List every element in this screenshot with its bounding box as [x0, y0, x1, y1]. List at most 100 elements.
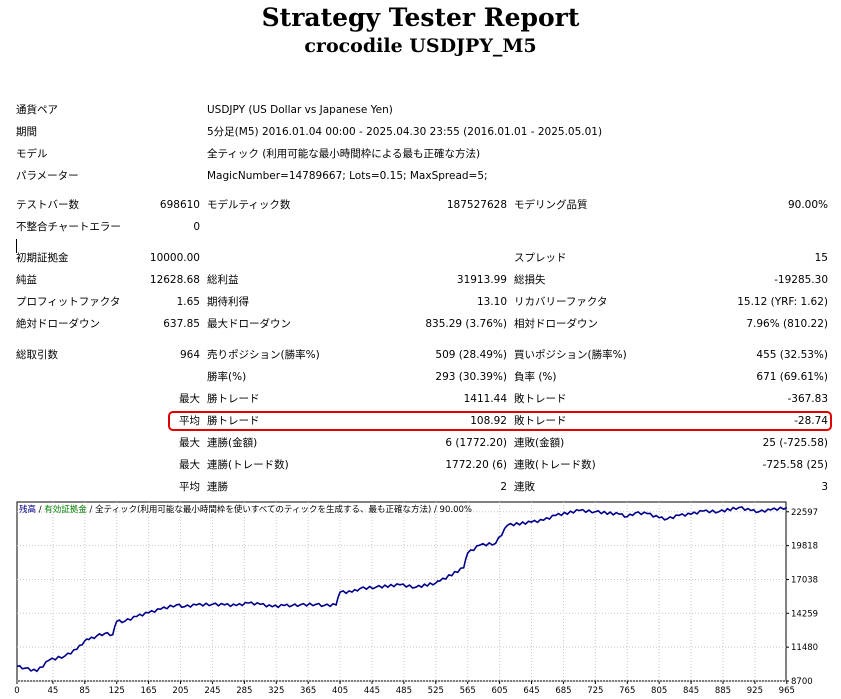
spread-label: スプレッド — [514, 252, 567, 264]
abs-dd-label: 絶対ドローダウン — [16, 318, 100, 330]
pf-value: 1.65 — [176, 296, 200, 308]
avg-consec-loss-label: 連敗 — [514, 481, 535, 493]
bars-label: テストバー数 — [16, 199, 79, 211]
x-tick-label: 245 — [204, 686, 220, 696]
avg-consec-win-label: 連勝 — [207, 481, 228, 493]
gross-loss-value: -19285.30 — [774, 274, 828, 286]
long-label: 買いポジション(勝率%) — [514, 349, 627, 361]
worst-trade-label: 敗トレード — [514, 393, 567, 405]
max-label: 最大 — [179, 393, 200, 405]
bars-value: 698610 — [159, 199, 200, 211]
deposit-value: 10000.00 — [149, 252, 200, 264]
winrate-value: 293 (30.39%) — [435, 371, 507, 383]
x-tick-label: 765 — [619, 686, 635, 696]
y-tick-label: 8700 — [791, 677, 813, 687]
short-label: 売りポジション(勝率%) — [207, 349, 320, 361]
net-value: 12628.68 — [149, 274, 200, 286]
avg-label: 平均 — [179, 415, 200, 427]
rel-dd-label: 相対ドローダウン — [514, 318, 598, 330]
x-tick-label: 405 — [332, 686, 348, 696]
x-tick-label: 165 — [141, 686, 157, 696]
avg-win-label: 勝トレード — [207, 415, 260, 427]
period-label: 期間 — [16, 126, 37, 138]
report-title: Strategy Tester Report — [261, 3, 580, 32]
mismatch-label: 不整合チャートエラー — [16, 221, 121, 233]
x-tick-label: 45 — [47, 686, 58, 696]
total-trades-value: 964 — [179, 349, 200, 361]
avg-consec-loss-value: 3 — [821, 481, 828, 493]
x-tick-label: 645 — [523, 686, 539, 696]
y-tick-label: 19818 — [791, 542, 818, 552]
winrate-label: 勝率(%) — [207, 371, 247, 383]
gross-profit-value: 31913.99 — [456, 274, 507, 286]
legend-sep-1: / — [36, 505, 45, 515]
max-dd-value: 835.29 (3.76%) — [425, 318, 507, 330]
long-value: 455 (32.53%) — [756, 349, 828, 361]
consec-win-amt-value: 6 (1772.20) — [445, 437, 507, 449]
x-tick-label: 525 — [428, 686, 444, 696]
x-tick-label: 325 — [268, 686, 284, 696]
net-label: 純益 — [16, 274, 37, 286]
period-value: 5分足(M5) 2016.01.04 00:00 - 2025.04.30 23… — [207, 126, 603, 138]
consec-win-amt-label: 連勝(金額) — [207, 437, 258, 449]
mismatch-value: 0 — [193, 221, 200, 233]
deposit-label: 初期証拠金 — [16, 252, 69, 264]
highlight-box — [168, 411, 832, 431]
legend-model: 全ティック(利用可能な最小時間枠を使いすべてのティックを生成する、最も正確な方法… — [95, 505, 432, 515]
legend-quality: / 90.00% — [431, 505, 472, 515]
consec-loss-cnt-value: -725.58 (25) — [762, 459, 828, 471]
consec-win-cnt-label: 連勝(トレード数) — [207, 459, 289, 471]
short-value: 509 (28.49%) — [435, 349, 507, 361]
legend-equity: 有効証拠金 — [44, 505, 87, 515]
ticks-value: 187527628 — [446, 199, 507, 211]
quality-value: 90.00% — [787, 199, 828, 211]
report-subtitle: crocodile USDJPY_M5 — [304, 35, 537, 57]
recovery-label: リカバリーファクタ — [514, 296, 608, 308]
pair-label: 通貨ペア — [16, 104, 58, 116]
consec-loss-amt-label: 連敗(金額) — [514, 437, 565, 449]
avg-win-value: 108.92 — [470, 415, 507, 427]
lossrate-value: 671 (69.61%) — [756, 371, 828, 383]
abs-dd-value: 637.85 — [163, 318, 200, 330]
x-tick-label: 805 — [651, 686, 667, 696]
x-tick-label: 965 — [779, 686, 795, 696]
pf-label: プロフィットファクタ — [16, 296, 121, 308]
x-tick-label: 85 — [79, 686, 90, 696]
chart-legend: 残高 / 有効証拠金 / 全ティック(利用可能な最小時間枠を使いすべてのティック… — [19, 504, 472, 516]
consec-win-cnt-value: 1772.20 (6) — [445, 459, 507, 471]
model-value: 全ティック (利用可能な最小時間枠による最も正確な方法) — [207, 148, 481, 160]
gross-loss-label: 総損失 — [514, 274, 546, 286]
params-value: MagicNumber=14789667; Lots=0.15; MaxSpre… — [207, 170, 488, 182]
balance-line — [16, 506, 788, 673]
pair-value: USDJPY (US Dollar vs Japanese Yen) — [207, 104, 393, 116]
model-label: モデル — [16, 148, 48, 160]
consec-loss-amt-value: 25 (-725.58) — [762, 437, 828, 449]
y-tick-label: 22597 — [791, 508, 818, 518]
ticks-label: モデルティック数 — [207, 199, 291, 211]
legend-sep-2: / — [86, 505, 96, 515]
avg-consec-win-value: 2 — [500, 481, 507, 493]
total-trades-label: 総取引数 — [16, 349, 58, 361]
x-tick-label: 285 — [236, 686, 252, 696]
recovery-value: 15.12 (YRF: 1.62) — [737, 296, 828, 308]
y-tick-label: 17038 — [791, 575, 818, 585]
avg-loss-label: 敗トレード — [514, 415, 567, 427]
y-tick-label: 14259 — [791, 609, 818, 619]
legend-balance: 残高 — [19, 505, 37, 515]
x-tick-label: 445 — [364, 686, 380, 696]
x-tick-label: 925 — [747, 686, 763, 696]
x-tick-label: 605 — [492, 686, 508, 696]
max-label-3: 最大 — [179, 459, 200, 471]
gross-profit-label: 総利益 — [207, 274, 239, 286]
best-trade-value: 1411.44 — [463, 393, 507, 405]
quality-label: モデリング品質 — [514, 199, 588, 211]
text-cursor — [16, 239, 17, 253]
x-tick-label: 205 — [172, 686, 188, 696]
plot-frame — [16, 501, 787, 682]
spread-value: 15 — [814, 252, 828, 264]
consec-loss-cnt-label: 連敗(トレード数) — [514, 459, 596, 471]
expected-value: 13.10 — [476, 296, 507, 308]
rel-dd-value: 7.96% (810.22) — [746, 318, 828, 330]
y-tick-label: 11480 — [791, 643, 818, 653]
avg-label-2: 平均 — [179, 481, 200, 493]
